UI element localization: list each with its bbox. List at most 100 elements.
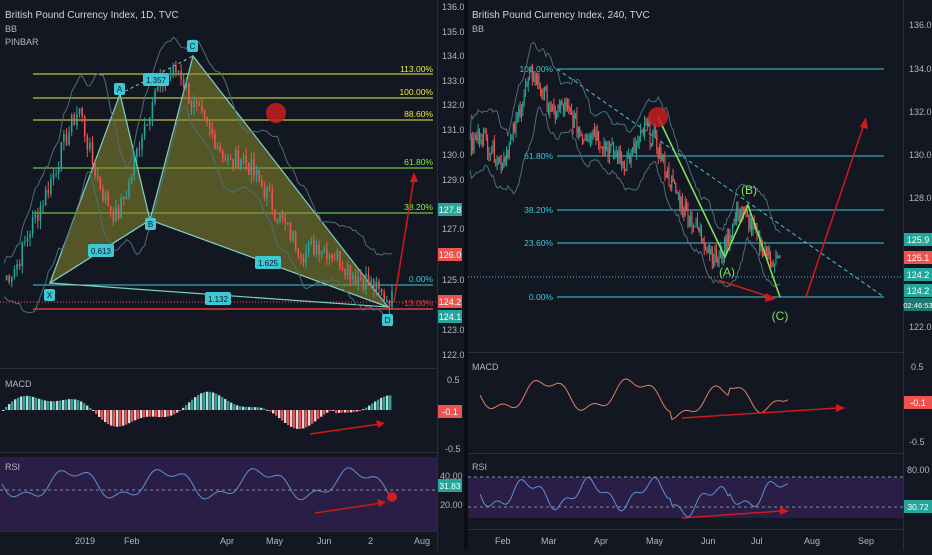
macd-bar <box>65 399 68 410</box>
candle-body <box>234 150 237 168</box>
left-indicator-pinbar[interactable]: PINBAR <box>5 37 39 47</box>
candle-body <box>83 116 86 137</box>
candle-body <box>300 255 302 258</box>
red-circle-marker[interactable] <box>648 107 668 127</box>
arrow-head-icon <box>860 117 868 129</box>
candle-body <box>538 76 540 88</box>
candle-body <box>652 135 654 145</box>
red-circle-marker[interactable] <box>266 103 286 123</box>
candle-body <box>723 237 725 257</box>
candle-body <box>156 87 159 91</box>
candle-body <box>612 142 614 155</box>
macd-bar <box>221 397 224 410</box>
abc-wave-lines[interactable] <box>657 116 781 298</box>
candle-body <box>713 260 715 264</box>
ratio-badge-1625[interactable]: 1.625 <box>255 256 281 269</box>
point-d-badge[interactable]: D <box>382 314 393 326</box>
candle-body <box>232 158 234 168</box>
svg-text:Sep: Sep <box>858 536 874 546</box>
candle-body <box>214 134 216 149</box>
candle-body <box>665 175 667 178</box>
left-rsi-pane[interactable] <box>1 467 390 501</box>
candle-body <box>592 130 594 136</box>
candle-body <box>294 231 297 250</box>
candle-body <box>470 138 472 155</box>
macd-divergence-arrow-right[interactable] <box>681 407 839 419</box>
macd-bar <box>353 410 356 413</box>
svg-text:131.0: 131.0 <box>442 125 465 135</box>
candle-body <box>778 255 780 257</box>
macd-bar <box>2 410 5 411</box>
macd-bar <box>50 401 53 410</box>
fib-label-382: 38.20% <box>524 205 553 215</box>
macd-bar <box>197 394 200 410</box>
macd-bar <box>32 396 35 410</box>
candle-body <box>281 214 284 219</box>
candle-body <box>618 149 620 164</box>
candle-body <box>493 141 495 163</box>
candle-body <box>99 176 102 189</box>
ratio-badge-1357[interactable]: 1.357 <box>143 73 169 86</box>
left-rsi-title[interactable]: RSI <box>5 462 20 472</box>
candle-body <box>42 205 44 207</box>
macd-bar <box>107 410 110 425</box>
candle-body <box>510 138 512 145</box>
macd-divergence-arrow-left[interactable] <box>309 423 381 435</box>
point-b-badge[interactable]: B <box>145 218 156 230</box>
left-indicator-bb[interactable]: BB <box>5 24 17 34</box>
left-price-axis[interactable]: 136.0 135.0 134.0 133.0 132.0 131.0 130.… <box>438 2 465 510</box>
svg-text:Aug: Aug <box>804 536 820 546</box>
ratio-badge-1132[interactable]: 1.132 <box>205 292 231 305</box>
candle-body <box>771 262 773 266</box>
candle-body <box>663 155 665 158</box>
rsi-divergence-arrow-right[interactable] <box>681 510 783 519</box>
point-x-badge[interactable]: X <box>44 289 55 301</box>
left-chart-panel[interactable]: 113.00% 100.00% 88.60% 61.80% 38.20% 0.0… <box>0 0 465 550</box>
right-rsi-pane[interactable] <box>479 476 789 518</box>
candle-body <box>615 152 617 155</box>
candle-body <box>133 157 136 177</box>
projection-arrow-up[interactable] <box>393 177 415 303</box>
svg-text:0.5: 0.5 <box>911 362 924 372</box>
right-macd-pane[interactable] <box>479 378 789 421</box>
ratio-badge-0613[interactable]: 0.613 <box>88 244 114 257</box>
svg-text:133.0: 133.0 <box>442 76 465 86</box>
macd-bar <box>368 405 371 410</box>
fib-label-neg13: -13.00% <box>401 298 433 308</box>
macd-bar <box>152 410 155 417</box>
svg-text:May: May <box>646 536 664 546</box>
left-chart-title[interactable]: British Pound Currency Index, 1D, TVC <box>5 10 179 21</box>
candle-body <box>476 137 478 141</box>
left-macd-title[interactable]: MACD <box>5 379 32 389</box>
rsi-circle-marker[interactable] <box>387 492 397 502</box>
point-a-badge[interactable]: A <box>114 83 125 95</box>
macd-bar <box>227 400 230 410</box>
candle-body <box>728 233 730 246</box>
candle-body <box>65 133 68 145</box>
left-macd-pane[interactable] <box>2 391 392 429</box>
macd-bar <box>284 410 287 423</box>
right-rsi-title[interactable]: RSI <box>472 462 487 472</box>
projection-arrow-up[interactable] <box>805 123 865 298</box>
right-indicator-bb[interactable]: BB <box>472 24 484 34</box>
downward-arrow[interactable] <box>717 279 771 298</box>
rsi-divergence-arrow-left[interactable] <box>314 502 383 514</box>
rsi-badge: 31.83 <box>439 481 461 491</box>
candle-body <box>617 152 619 164</box>
point-c-badge[interactable]: C <box>187 40 198 52</box>
candle-body <box>143 124 146 137</box>
descending-trendline[interactable] <box>556 68 885 298</box>
candle-body <box>650 144 652 146</box>
right-chart-panel[interactable]: 100.00% 61.80% 38.20% 23.60% 0.00% (A) (… <box>468 0 932 550</box>
candle-body <box>729 234 731 246</box>
right-macd-title[interactable]: MACD <box>472 362 499 372</box>
macd-bar <box>167 410 170 417</box>
candle-body <box>684 203 686 215</box>
candle-body <box>245 156 247 164</box>
candle-body <box>203 111 206 117</box>
right-time-axis[interactable]: Feb Mar Apr May Jun Jul Aug Sep <box>495 536 874 546</box>
right-price-axis[interactable]: 136.0 134.0 132.0 130.0 128.0 122.0 125.… <box>903 20 932 513</box>
left-time-axis[interactable]: 2019 Feb Apr May Jun 2 Aug <box>75 536 430 546</box>
right-chart-title[interactable]: British Pound Currency Index, 240, TVC <box>472 10 650 21</box>
candle-body <box>518 108 520 115</box>
